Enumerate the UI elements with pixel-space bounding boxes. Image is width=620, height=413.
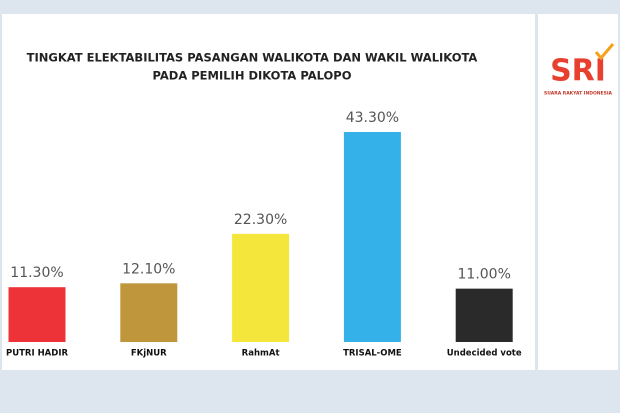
- x-tick-label: PUTRI HADIR: [6, 349, 69, 359]
- chart-title: TINGKAT ELEKTABILITAS PASANGAN WALIKOTA …: [27, 51, 478, 65]
- x-tick-label: TRISAL-OME: [343, 349, 402, 359]
- x-tick-label: FKjNUR: [131, 349, 167, 359]
- x-tick-label: Undecided vote: [447, 349, 522, 359]
- value-label: 11.30%: [10, 265, 63, 281]
- value-label: 11.00%: [458, 267, 511, 283]
- value-label: 12.10%: [122, 261, 175, 277]
- bar: [232, 233, 290, 342]
- x-tick-label: RahmAt: [242, 349, 280, 359]
- logo-caption: SUARA RAKYAT INDONESIA: [544, 91, 613, 97]
- bar: [120, 283, 178, 342]
- value-label: 43.30%: [346, 110, 399, 126]
- logo-check: [594, 43, 615, 61]
- bar: [455, 288, 513, 342]
- bar: [8, 287, 66, 342]
- logo-text: SRI: [550, 54, 606, 89]
- value-label: 22.30%: [234, 212, 287, 228]
- chart-title: PADA PEMILIH DIKOTA PALOPO: [153, 69, 352, 83]
- bar: [343, 131, 401, 342]
- logo-panel: [538, 14, 618, 370]
